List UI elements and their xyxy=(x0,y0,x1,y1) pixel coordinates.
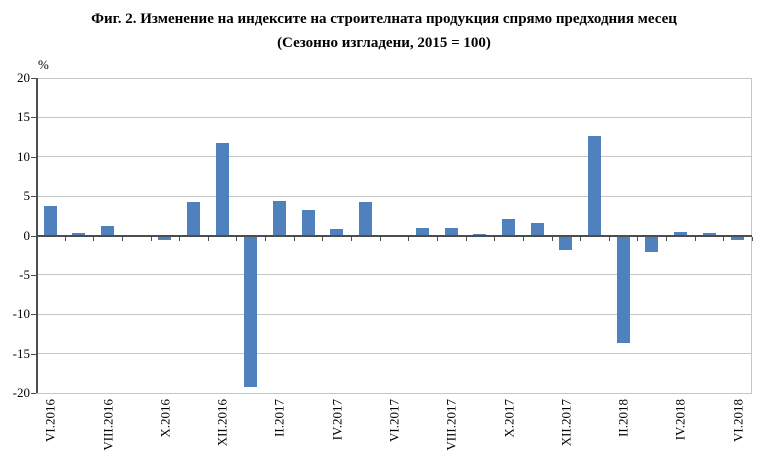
x-axis-tick xyxy=(64,236,66,241)
x-axis-tick-label: X.2017 xyxy=(501,399,517,438)
x-axis-tick-label: VI.2017 xyxy=(386,399,402,442)
bar xyxy=(702,233,716,236)
bar xyxy=(301,210,315,236)
x-axis-tick-label: X.2016 xyxy=(157,399,173,438)
gridline xyxy=(36,116,752,118)
x-axis-tick xyxy=(150,236,152,241)
y-axis-tick xyxy=(31,196,36,198)
bar xyxy=(272,200,286,236)
y-axis-tick xyxy=(31,156,36,158)
y-axis-tick-label: -10 xyxy=(12,306,30,322)
x-axis-tick xyxy=(236,236,238,241)
x-axis-tick-label: IV.2017 xyxy=(329,399,345,441)
x-axis-tick xyxy=(465,236,467,241)
x-axis-tick xyxy=(551,236,553,241)
x-axis-tick-label: VIII.2017 xyxy=(443,399,459,451)
y-axis-tick xyxy=(31,353,36,355)
y-axis-tick xyxy=(31,78,36,79)
x-axis-tick xyxy=(608,236,610,241)
x-axis-tick xyxy=(436,236,438,241)
bar xyxy=(416,228,430,236)
x-axis-tick xyxy=(723,236,725,241)
bar xyxy=(43,205,57,236)
gridline xyxy=(36,353,752,355)
y-axis-line xyxy=(36,78,38,393)
y-axis-tick-label: 5 xyxy=(23,188,31,204)
x-axis-tick xyxy=(408,236,410,241)
x-axis-tick-label: XII.2016 xyxy=(214,399,230,447)
bar xyxy=(358,201,372,236)
x-axis-tick xyxy=(293,236,295,241)
x-axis-tick-label: XII.2017 xyxy=(558,399,574,447)
x-axis-tick xyxy=(351,236,353,241)
bar xyxy=(673,231,687,236)
gridline xyxy=(36,156,752,158)
x-axis-tick-label: II.2017 xyxy=(271,399,287,437)
x-axis-tick-label: VIII.2016 xyxy=(100,399,116,451)
x-axis-tick xyxy=(752,236,753,241)
x-axis-tick xyxy=(322,236,324,241)
gridline xyxy=(36,313,752,315)
bar xyxy=(645,235,659,253)
y-axis-tick xyxy=(31,274,36,276)
y-axis-tick xyxy=(31,235,36,237)
bar xyxy=(559,235,573,251)
x-axis-tick xyxy=(121,236,123,241)
y-axis-tick xyxy=(31,117,36,119)
x-axis-tick xyxy=(637,236,639,241)
x-axis-tick-label: VI.2018 xyxy=(730,399,746,442)
x-axis-tick xyxy=(580,236,582,241)
bar xyxy=(502,218,516,236)
y-axis-tick-label: -20 xyxy=(12,385,30,400)
bar xyxy=(215,143,229,236)
x-axis-tick xyxy=(694,236,696,241)
gridline xyxy=(36,195,752,197)
bar xyxy=(101,226,115,236)
x-axis-tick xyxy=(494,236,496,241)
x-axis-tick xyxy=(522,236,524,241)
bar xyxy=(244,235,258,387)
bar xyxy=(587,136,601,236)
bar xyxy=(72,233,86,236)
x-axis-tick xyxy=(93,236,95,241)
plot-area xyxy=(36,77,753,394)
y-axis-tick-label: 15 xyxy=(17,109,30,125)
x-axis-tick-label: VI.2016 xyxy=(42,399,58,442)
x-axis-tick xyxy=(179,236,181,241)
x-axis-line xyxy=(36,234,752,237)
x-axis-tick xyxy=(666,236,668,241)
gridline xyxy=(36,274,752,276)
y-axis-unit-label: % xyxy=(38,57,49,72)
bar xyxy=(731,235,745,241)
bar xyxy=(158,235,172,241)
x-axis-tick xyxy=(207,236,209,241)
y-axis-tick-label: 10 xyxy=(17,148,30,164)
gridline xyxy=(36,392,752,394)
y-axis-tick-label: 20 xyxy=(17,70,30,85)
y-axis-tick-label: -5 xyxy=(19,266,30,282)
bar xyxy=(187,201,201,236)
bar xyxy=(616,235,630,344)
chart-title: Фиг. 2. Изменение на индексите на строит… xyxy=(91,11,677,27)
x-axis-tick-label: IV.2018 xyxy=(672,399,688,441)
x-axis-tick xyxy=(379,236,381,241)
gridline xyxy=(36,77,752,79)
y-axis-tick-label: -15 xyxy=(12,345,30,361)
bar xyxy=(444,227,458,236)
chart-subtitle: (Сезонно изгладени, 2015 = 100) xyxy=(277,35,491,51)
bar xyxy=(530,222,544,236)
x-axis-tick xyxy=(265,236,267,241)
y-axis-tick xyxy=(31,393,36,394)
y-axis-tick-label: 0 xyxy=(23,227,31,243)
x-axis-tick-label: II.2018 xyxy=(615,399,631,437)
bar xyxy=(330,229,344,236)
y-axis-tick xyxy=(31,314,36,316)
